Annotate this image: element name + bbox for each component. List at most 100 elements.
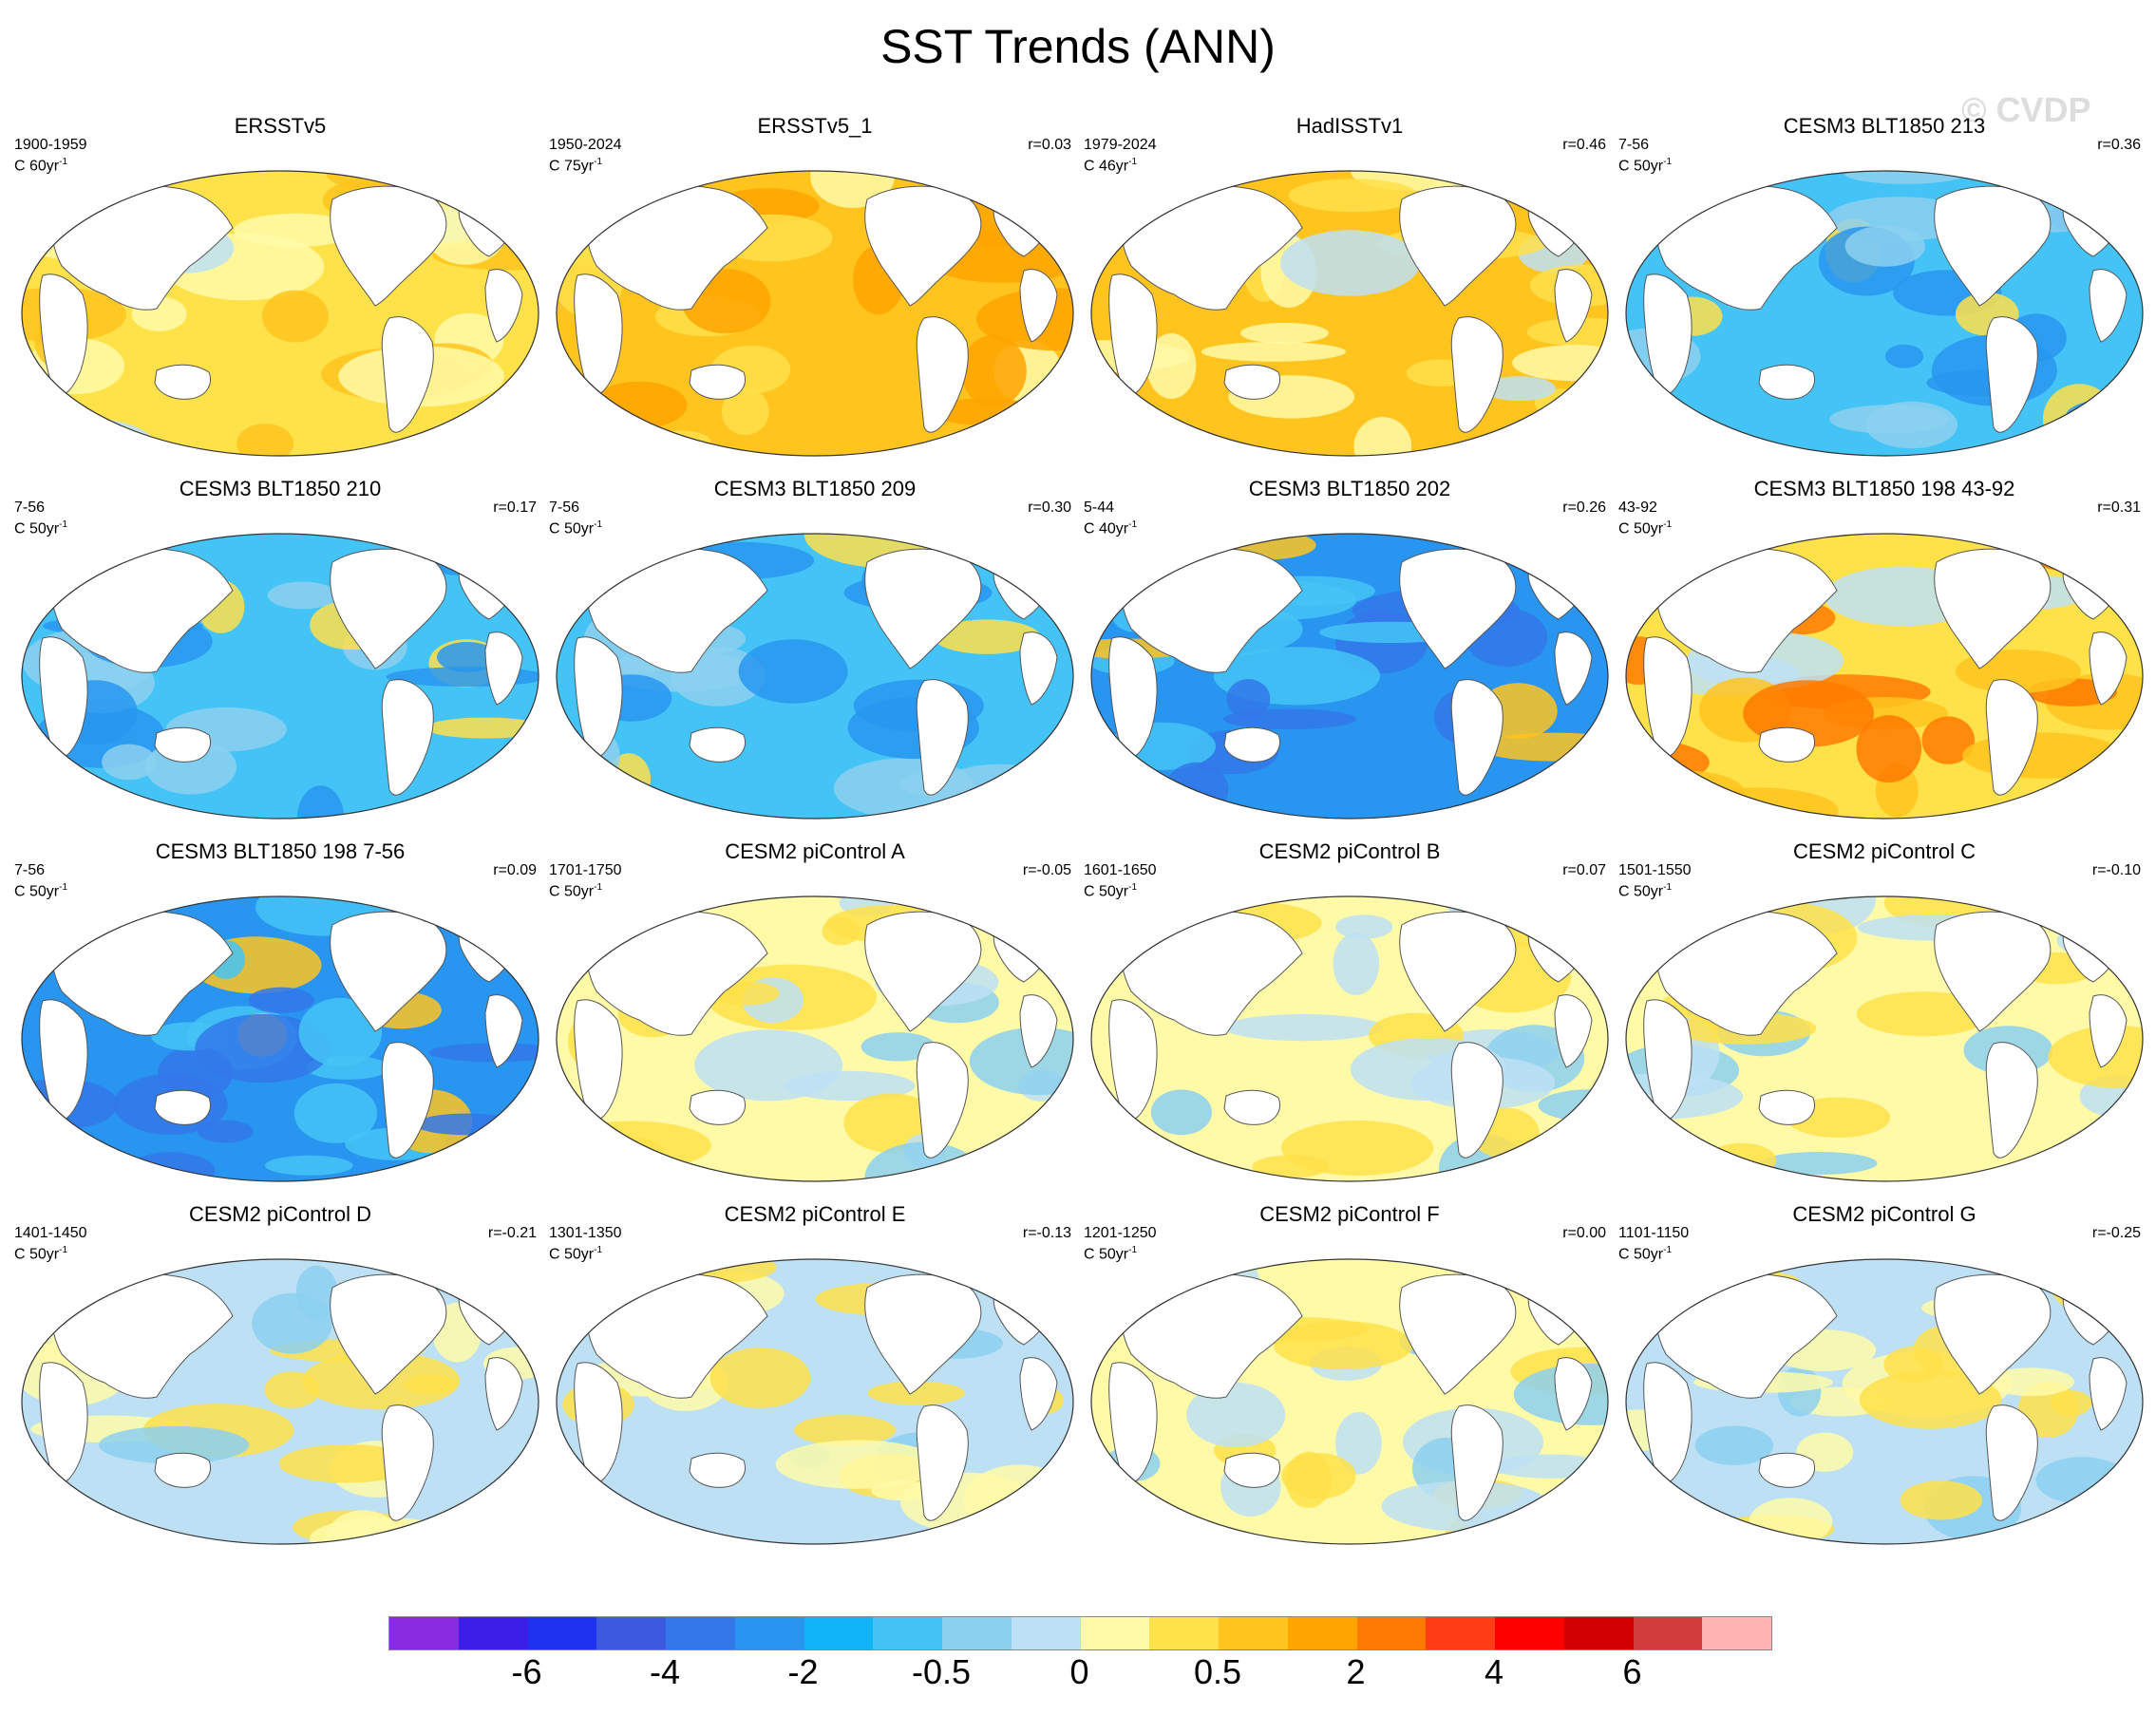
trend-contour <box>1759 1152 1878 1175</box>
trend-contour <box>810 171 895 208</box>
pattern-correlation: r=0.36 <box>2097 137 2141 153</box>
continent-africa-east <box>1019 1357 1058 1431</box>
trend-contour <box>1707 1142 1777 1178</box>
colorbar-tick-label: 0.5 <box>1193 1652 1242 1691</box>
units-text: C 50yr <box>1084 883 1129 900</box>
trend-units: C 50yr-1 <box>14 879 67 900</box>
sst-trend-map <box>1625 895 2144 1182</box>
pattern-correlation: r=-0.21 <box>487 1225 537 1241</box>
continent-africa <box>1108 273 1158 396</box>
pattern-correlation: r=-0.10 <box>2091 862 2141 878</box>
map-border <box>21 533 539 820</box>
trend-units: C 50yr-1 <box>1084 879 1157 900</box>
period-range: 5-44 <box>1084 499 1115 516</box>
trend-contour <box>1534 1503 1583 1539</box>
units-exponent: -1 <box>59 882 68 893</box>
pattern-correlation: r=-0.05 <box>1022 862 1071 878</box>
continent-africa <box>1643 1362 1693 1484</box>
trend-contour <box>650 430 711 455</box>
sst-trend-map <box>556 170 1074 457</box>
panel-period-info: 43-92 C 50yr-1 <box>1618 499 1672 537</box>
units-text: C 60yr <box>14 158 60 175</box>
trend-contour <box>1484 376 1556 402</box>
panel-title: HadISSTv1 <box>1295 114 1404 138</box>
map-border <box>556 533 1074 820</box>
trend-contour <box>295 1265 338 1319</box>
trend-contour <box>1673 787 1839 819</box>
trend-contour <box>2044 537 2118 573</box>
panel-period-info: 1900-1959 C 60yr-1 <box>14 137 87 175</box>
trend-contour <box>1150 1089 1212 1136</box>
trend-units: C 50yr-1 <box>1618 1242 1689 1263</box>
continent-africa <box>39 636 88 759</box>
colorbar-swatch <box>1702 1617 1771 1649</box>
colorbar-tick-label: -4 <box>649 1652 681 1691</box>
trend-contour <box>1201 342 1347 362</box>
map-border <box>21 1258 539 1545</box>
trend-units: C 50yr-1 <box>549 1242 622 1263</box>
trend-units: C 50yr-1 <box>1084 1242 1157 1263</box>
continent-africa-east <box>1019 994 1058 1068</box>
colorbar-swatch <box>596 1617 666 1649</box>
map-border <box>1625 170 2144 457</box>
continent-australia <box>1758 364 1815 400</box>
sst-trend-map <box>21 895 539 1182</box>
trend-contour <box>233 213 358 247</box>
trend-contour <box>1694 1425 1774 1465</box>
colorbar-swatch <box>458 1617 528 1649</box>
continent-australia <box>1758 1452 1815 1488</box>
panel-title: ERSSTv5_1 <box>757 114 873 138</box>
map-border <box>556 895 1074 1182</box>
continent-south-america <box>1985 679 2038 796</box>
trend-contour <box>298 997 383 1067</box>
units-text: C 50yr <box>14 883 60 900</box>
trend-contour <box>867 1381 965 1405</box>
trend-contour <box>871 1479 933 1501</box>
colorbar-tick-label: -0.5 <box>911 1652 972 1691</box>
trend-contour <box>1900 1480 1982 1520</box>
trend-contour <box>1829 405 1949 434</box>
trend-units: C 60yr-1 <box>14 154 87 175</box>
trend-contour <box>1279 230 1421 296</box>
continent-africa-east <box>1554 1357 1593 1431</box>
trend-units: C 50yr-1 <box>1618 517 1672 537</box>
colorbar-tick-label: 2 <box>1346 1652 1366 1691</box>
units-text: C 46yr <box>1084 158 1129 175</box>
continent-australia <box>1223 1452 1280 1488</box>
trend-contour <box>1240 322 1329 344</box>
colorbar-swatch <box>1011 1617 1081 1649</box>
trend-contour <box>1856 991 1991 1037</box>
units-text: C 50yr <box>14 520 60 537</box>
map-panel: CESM2 piControl B 1601-1650 C 50yr-1 r=0.07 <box>1084 839 1616 1196</box>
panel-title: CESM3 BLT1850 213 <box>1783 114 1986 138</box>
colorbar-tick-label: 0 <box>1069 1652 1089 1691</box>
panel-title: CESM2 piControl G <box>1792 1202 1976 1226</box>
trend-contour <box>236 424 294 456</box>
continent-africa-east <box>484 631 523 706</box>
trend-contour <box>1335 914 1393 939</box>
pattern-correlation: r=0.07 <box>1562 862 1606 878</box>
trend-contour <box>293 1083 378 1143</box>
trend-contour <box>793 1415 897 1446</box>
trend-contour <box>425 717 539 739</box>
trend-contour <box>1884 344 1924 368</box>
map-panel: CESM2 piControl F 1201-1250 C 50yr-1 r=0.00 <box>1084 1202 1616 1558</box>
panel-title: CESM3 BLT1850 209 <box>713 477 917 500</box>
trend-contour <box>1529 1140 1608 1181</box>
sst-trend-map <box>1625 533 2144 820</box>
period-range: 7-56 <box>549 499 580 516</box>
units-exponent: -1 <box>1128 519 1138 530</box>
panel-title: CESM3 BLT1850 198 43-92 <box>1753 477 2015 500</box>
continent-south-america <box>1985 1042 2038 1159</box>
period-range: 1701-1750 <box>549 862 622 878</box>
units-exponent: -1 <box>1663 882 1673 893</box>
trend-contour <box>125 1152 216 1181</box>
trend-contour <box>102 744 157 781</box>
continent-africa <box>1643 636 1693 759</box>
trend-units: C 75yr-1 <box>549 154 622 175</box>
trend-contour <box>721 387 769 436</box>
trend-contour <box>1844 225 1925 267</box>
trend-contour <box>1921 716 1976 764</box>
panel-title: CESM2 piControl E <box>724 1202 906 1226</box>
trend-contour <box>1223 1014 1384 1042</box>
